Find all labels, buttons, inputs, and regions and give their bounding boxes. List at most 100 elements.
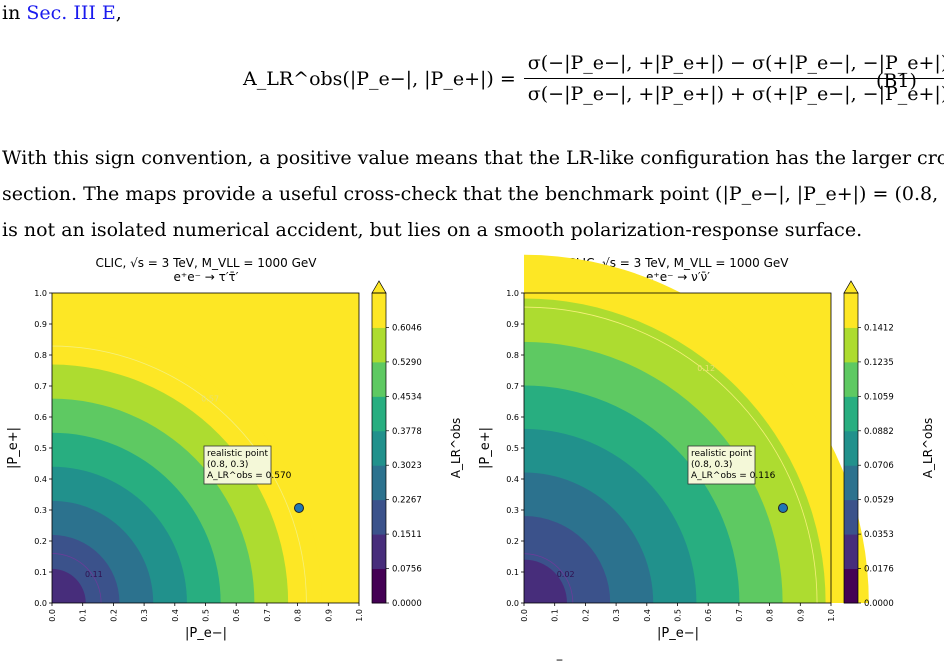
colorbar-label: A_LR^obs	[921, 418, 935, 479]
colorbar-segment	[844, 293, 858, 328]
colorbar-tick-label: 0.0000	[864, 599, 894, 609]
annotation-line-2: (0.8, 0.3)	[207, 460, 248, 470]
colorbar-segment	[844, 327, 858, 363]
equation-denominator: σ(−|P_e−|, +|P_e+|) + σ(+|P_e−|, −|P_e+|…	[527, 83, 944, 105]
colorbar-tick-label: 0.1511	[392, 530, 422, 540]
colorbar-frame	[843, 292, 859, 604]
heatmap-tau: CLIC, √s = 3 TeV, M_VLL = 1000 GeV e⁺e⁻ …	[6, 256, 463, 641]
contour-field: 0.02 0.12	[523, 254, 869, 604]
y-tick-label: 0.0	[34, 599, 47, 608]
colorbar-frame	[371, 292, 387, 604]
x-tick-label: 0.7	[735, 609, 744, 622]
contour-line	[523, 553, 574, 604]
y-tick-label: 0.7	[506, 382, 519, 391]
x-tick-label: 0.9	[324, 609, 333, 622]
x-tick-label: 0.5	[202, 609, 211, 622]
y-tick-label: 0.3	[34, 506, 47, 515]
colorbar-tick-label: 0.0529	[864, 496, 894, 506]
y-tick-label: 0.2	[506, 537, 519, 546]
colorbar-segment	[372, 327, 386, 363]
contour-line	[51, 345, 307, 604]
paragraph-line-2: section. The maps provide a useful cross…	[2, 183, 944, 205]
x-tick-label: 0.7	[263, 609, 272, 622]
y-tick-label: 0.9	[506, 320, 519, 329]
contour-line	[51, 553, 102, 604]
y-axis-label: |P_e+|	[6, 427, 21, 469]
y-tick-label: 0.1	[34, 568, 47, 577]
colorbar-segment	[372, 396, 386, 432]
colorbar-segment	[844, 396, 858, 432]
colorbar-tick-label: 0.2267	[392, 496, 422, 506]
y-tick-label: 0.8	[506, 351, 519, 360]
colorbar-tick-label: 0.0756	[392, 565, 422, 575]
annotation-box	[203, 445, 272, 485]
colorbar-tick-label: 0.0706	[864, 461, 894, 471]
colorbar-tick-label: 0.1412	[864, 323, 894, 333]
colorbar-tick-label: 0.5290	[392, 358, 422, 368]
colorbar-tick-label: 0.3778	[392, 427, 422, 437]
x-tick-label: 0.0	[48, 609, 57, 622]
intro-prefix: in	[2, 2, 27, 24]
contour-label: 0.11	[85, 570, 103, 579]
annotation-box	[687, 445, 756, 485]
equation-numerator: σ(−|P_e−|, +|P_e+|) − σ(+|P_e−|, −|P_e+|…	[523, 52, 944, 79]
plot-subtitle: e⁺e⁻ → ν′ν̄′	[646, 270, 710, 284]
x-tick-label: 0.1	[551, 609, 560, 622]
y-tick-label: 0.4	[34, 475, 47, 484]
y-tick-label: 0.2	[34, 537, 47, 546]
x-tick-label: 0.3	[140, 609, 149, 622]
colorbar-segment	[372, 534, 386, 570]
colorbar-tick-label: 0.1059	[864, 392, 894, 402]
x-tick-label: 1.0	[355, 609, 364, 622]
equation-b1: A_LR^obs(|P_e−|, |P_e+|) = σ(−|P_e−|, +|…	[243, 52, 944, 105]
plot-title: CLIC, √s = 3 TeV, M_VLL = 1000 GeV	[567, 256, 789, 270]
annotation-line-1: realistic point	[691, 449, 753, 459]
section-link[interactable]: Sec. III E	[26, 2, 116, 24]
y-axis-label: |P_e+|	[478, 427, 493, 469]
axis-ticks: 0.0 0.1 0.2 0.3 0.4 0.5 0.6 0.7 0.8 0.9 1.0 0.0 0.1 0…	[34, 289, 364, 622]
y-tick-label: 0.6	[34, 413, 47, 422]
colorbar: 0.0000 0.0176 0.0353 0.0529 0.0706 0.0882 0.10…	[843, 280, 894, 609]
x-tick-label: 0.1	[79, 609, 88, 622]
paragraph-line-3: is not an isolated numerical accident, b…	[2, 219, 863, 241]
x-tick-label: 0.8	[766, 609, 775, 622]
colorbar-tick-label: 0.1235	[864, 358, 894, 368]
y-tick-label: 0.1	[506, 568, 519, 577]
x-axis-label: |P_e−|	[185, 626, 227, 641]
colorbar-segment	[844, 534, 858, 570]
intro-suffix: ,	[115, 2, 122, 24]
x-tick-label: 0.0	[520, 609, 529, 622]
annotation-line-2: (0.8, 0.3)	[691, 460, 732, 470]
colorbar-tick-label: 0.4534	[392, 392, 422, 402]
annotation-line-1: realistic point	[207, 449, 269, 459]
x-tick-label: 0.3	[612, 609, 621, 622]
contour-line	[523, 306, 818, 604]
colorbar-segment	[844, 465, 858, 501]
colorbar-segment	[372, 430, 386, 466]
colorbar-segment	[372, 293, 386, 328]
colorbar-extend	[371, 280, 387, 294]
plot-title: CLIC, √s = 3 TeV, M_VLL = 1000 GeV	[95, 256, 317, 270]
contour-label: 0.57	[201, 395, 219, 404]
x-axis-label: |P_e−|	[657, 626, 699, 641]
benchmark-point[interactable]	[778, 503, 788, 513]
x-tick-label: 0.8	[294, 609, 303, 622]
heatmap-nu: CLIC, √s = 3 TeV, M_VLL = 1000 GeV e⁺e⁻ …	[478, 254, 935, 641]
x-tick-label: 0.4	[643, 609, 652, 622]
colorbar-segment	[844, 430, 858, 466]
equation-lhs: A_LR^obs(|P_e−|, |P_e+|) =	[243, 67, 516, 90]
x-tick-label: 0.2	[581, 609, 590, 622]
colorbar: 0.0000 0.0756 0.1511 0.2267 0.3023 0.3778 0.45…	[371, 280, 422, 609]
y-tick-label: 1.0	[34, 289, 47, 298]
colorbar-tick-label: 0.0882	[864, 427, 894, 437]
x-tick-label: 0.9	[796, 609, 805, 622]
annotation-line-3: A_LR^obs = 0.116	[691, 471, 776, 481]
contour-band	[524, 559, 567, 603]
y-tick-label: 1.0	[506, 289, 519, 298]
benchmark-point[interactable]	[294, 503, 304, 513]
colorbar-tick-label: 0.0000	[392, 599, 422, 609]
x-tick-label: 0.5	[674, 609, 683, 622]
colorbar-extend	[843, 280, 859, 294]
axis-ticks: 0.0 0.1 0.2 0.3 0.4 0.5 0.6 0.7 0.8 0.9 1.0 0.0 0.1 0…	[506, 289, 836, 622]
colorbar-segment	[372, 465, 386, 501]
